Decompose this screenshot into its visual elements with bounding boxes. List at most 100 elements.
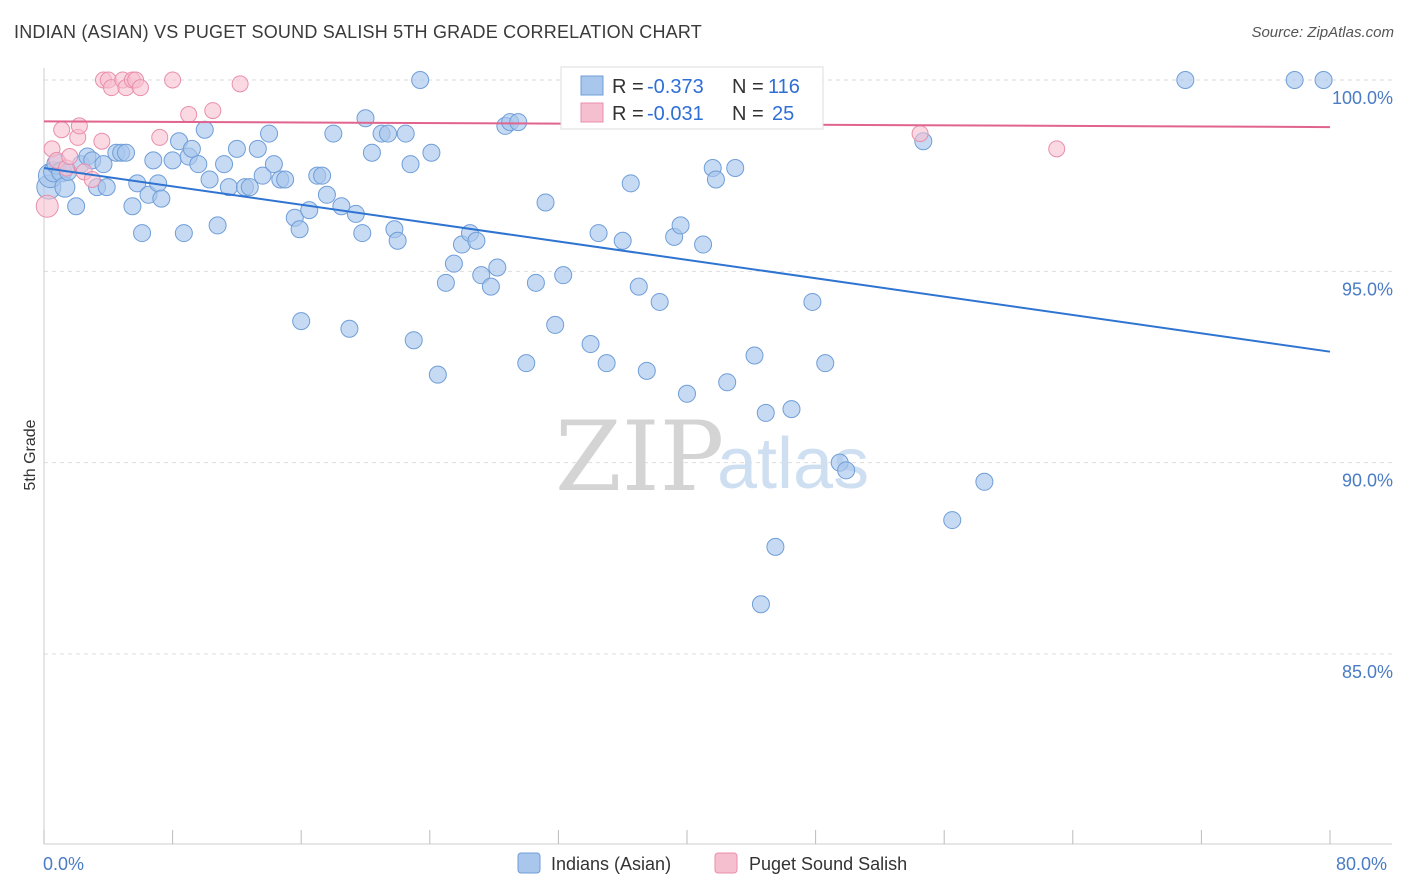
stats-legend-swatch-pink (580, 102, 604, 123)
point-indians-asian (353, 224, 372, 243)
watermark: ZIP atlas (555, 401, 869, 513)
point-indians-asian (411, 71, 430, 89)
point-indians-asian (292, 312, 311, 331)
point-indians-asian (189, 155, 208, 174)
legend-swatch-indians-asian (517, 852, 541, 874)
point-indians-asian (509, 113, 528, 132)
point-indians-asian (621, 174, 640, 193)
point-indians-asian (751, 595, 770, 614)
point-indians-asian (444, 254, 463, 273)
legend-swatch-puget-sound-salish (714, 852, 738, 874)
point-indians-asian (313, 166, 332, 185)
point-indians-asian (1176, 71, 1195, 89)
point-indians-asian (208, 216, 227, 235)
point-indians-asian (94, 155, 113, 174)
point-indians-asian (174, 224, 193, 243)
point-indians-asian (766, 537, 785, 556)
point-indians-asian (428, 365, 447, 384)
y-tick-label: 95.0% (1342, 279, 1393, 299)
y-tick-label: 85.0% (1342, 662, 1393, 682)
point-indians-asian (718, 373, 737, 392)
point-indians-asian (97, 178, 116, 197)
point-indians-asian (467, 231, 486, 250)
point-puget-sound-salish (35, 194, 59, 218)
stats-r-value-blue: -0.373 (647, 76, 704, 98)
point-indians-asian (782, 400, 801, 419)
stats-n-label-pink: N = (732, 103, 764, 125)
legend-label-indians-asian: Indians (Asian) (551, 854, 671, 874)
point-indians-asian (379, 124, 398, 143)
stats-r-label-pink: R = (612, 103, 644, 125)
point-indians-asian (152, 189, 171, 208)
y-tick-label: 100.0% (1332, 88, 1393, 108)
point-puget-sound-salish (180, 105, 198, 123)
point-indians-asian (253, 166, 272, 185)
point-indians-asian (650, 292, 669, 311)
point-indians-asian (340, 319, 359, 338)
x-tick-label-max: 80.0% (1336, 854, 1387, 874)
stats-legend-swatch-blue (580, 75, 604, 96)
stats-r-label-blue: R = (612, 76, 644, 98)
point-indians-asian (546, 315, 565, 334)
chart-source: Source: ZipAtlas.com (1251, 24, 1394, 41)
stats-n-label-blue: N = (732, 76, 764, 98)
point-indians-asian (388, 231, 407, 250)
point-indians-asian (637, 361, 656, 380)
point-indians-asian (362, 143, 381, 162)
point-indians-asian (356, 109, 375, 128)
point-indians-asian (163, 151, 182, 170)
point-indians-asian (536, 193, 555, 212)
point-indians-asian (671, 216, 690, 235)
y-tick-label: 90.0% (1342, 471, 1393, 491)
y-axis-label: 5th Grade (22, 419, 39, 490)
point-puget-sound-salish (93, 132, 111, 150)
point-puget-sound-salish (1048, 140, 1066, 158)
point-indians-asian (756, 403, 775, 422)
point-indians-asian (581, 335, 600, 354)
stats-r-value-pink: -0.031 (647, 103, 704, 125)
point-indians-asian (123, 197, 142, 216)
point-indians-asian (436, 273, 455, 292)
point-puget-sound-salish (204, 102, 222, 120)
point-indians-asian (678, 384, 696, 403)
point-indians-asian (803, 292, 822, 311)
trend-line-indians-asian (43, 167, 1331, 353)
point-indians-asian (260, 124, 279, 143)
point-indians-asian (200, 170, 219, 189)
point-indians-asian (1285, 71, 1304, 89)
point-indians-asian (67, 197, 86, 216)
point-indians-asian (526, 273, 545, 292)
point-indians-asian (488, 258, 507, 277)
point-indians-asian (227, 139, 246, 158)
point-puget-sound-salish (131, 79, 149, 97)
scatter-points (35, 71, 1333, 614)
point-indians-asian (422, 143, 441, 162)
point-indians-asian (133, 224, 152, 243)
point-indians-asian (290, 220, 309, 239)
point-indians-asian (240, 178, 259, 197)
point-indians-asian (401, 155, 420, 174)
point-puget-sound-salish (164, 71, 182, 89)
point-indians-asian (324, 124, 343, 143)
point-indians-asian (276, 170, 295, 189)
stats-legend: R = -0.373 N = 116 R = -0.031 N = 25 (560, 66, 824, 130)
point-puget-sound-salish (70, 117, 88, 135)
point-indians-asian (215, 155, 234, 174)
point-indians-asian (182, 139, 201, 158)
point-indians-asian (116, 143, 135, 162)
point-indians-asian (1314, 71, 1333, 89)
point-puget-sound-salish (53, 121, 71, 139)
chart-title: INDIAN (ASIAN) VS PUGET SOUND SALISH 5TH… (14, 22, 702, 42)
point-indians-asian (706, 170, 725, 189)
point-indians-asian (943, 511, 962, 530)
point-indians-asian (816, 354, 835, 373)
point-indians-asian (317, 185, 336, 204)
legend-label-puget-sound-salish: Puget Sound Salish (749, 854, 907, 874)
point-puget-sound-salish (231, 75, 249, 93)
point-indians-asian (613, 231, 632, 250)
point-indians-asian (629, 277, 648, 296)
point-indians-asian (726, 159, 745, 178)
point-indians-asian (404, 331, 423, 350)
point-indians-asian (248, 139, 267, 158)
